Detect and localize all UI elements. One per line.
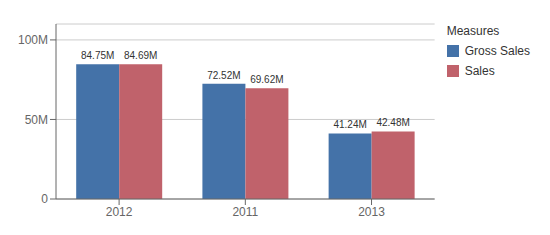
html-text:Gross Sales: Gross Sales	[464, 44, 530, 58]
html-text:Measures: Measures	[446, 24, 500, 38]
svg-text:100M: 100M	[18, 33, 48, 47]
html-text:Sales: Sales	[464, 64, 495, 78]
svg-text:0: 0	[41, 192, 48, 206]
svg-text:2013: 2013	[358, 205, 385, 219]
svg-text:42.48M: 42.48M	[376, 117, 409, 128]
svg-text:2012: 2012	[106, 205, 133, 219]
svg-text:72.52M: 72.52M	[207, 70, 240, 81]
svg-text:2011: 2011	[232, 205, 258, 219]
svg-text:84.75M: 84.75M	[81, 50, 114, 61]
svg-text:69.62M: 69.62M	[250, 74, 283, 85]
svg-text:41.24M: 41.24M	[333, 119, 366, 130]
svg-text:50M: 50M	[25, 113, 48, 127]
svg-text:84.69M: 84.69M	[124, 50, 157, 61]
